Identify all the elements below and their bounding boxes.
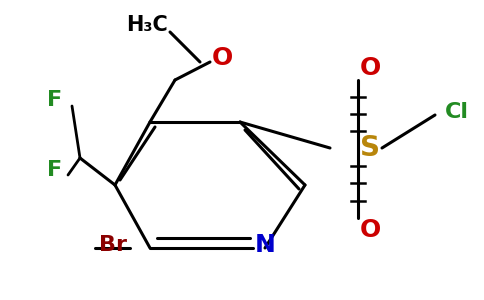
Text: F: F <box>47 160 62 180</box>
Text: H₃C: H₃C <box>126 15 168 35</box>
Text: O: O <box>360 56 380 80</box>
Text: O: O <box>212 46 233 70</box>
Text: F: F <box>47 90 62 110</box>
Text: O: O <box>360 218 380 242</box>
Text: Br: Br <box>99 235 127 255</box>
Text: S: S <box>360 134 380 162</box>
Text: Cl: Cl <box>445 102 469 122</box>
Text: N: N <box>255 233 275 257</box>
